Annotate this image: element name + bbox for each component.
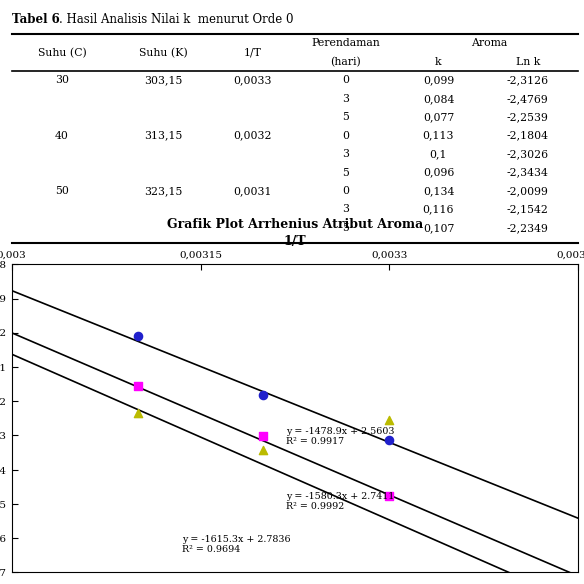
Point: [133, 409, 142, 418]
Text: (hari): (hari): [330, 57, 361, 67]
Text: 30: 30: [55, 75, 69, 85]
Text: 3: 3: [342, 204, 349, 214]
Text: 50: 50: [55, 186, 69, 196]
Text: 0,096: 0,096: [423, 168, 454, 178]
Text: -2,3126: -2,3126: [507, 75, 549, 85]
Point: [259, 432, 268, 441]
Text: -2,2349: -2,2349: [507, 223, 548, 233]
Point: [133, 381, 142, 390]
Text: -2,3434: -2,3434: [507, 168, 548, 178]
Text: -2,3026: -2,3026: [507, 149, 549, 159]
Point: [259, 446, 268, 455]
Text: Perendaman: Perendaman: [311, 39, 380, 48]
Text: 0,113: 0,113: [423, 131, 454, 141]
Point: [385, 415, 394, 425]
Text: 3: 3: [342, 149, 349, 159]
Text: 0,077: 0,077: [423, 112, 454, 122]
Text: 0,134: 0,134: [423, 186, 454, 196]
Text: 0,107: 0,107: [423, 223, 454, 233]
Point: [133, 332, 142, 341]
Title: Grafik Plot Arrhenius Atribut Aroma: Grafik Plot Arrhenius Atribut Aroma: [167, 218, 423, 231]
Text: 3: 3: [342, 94, 349, 104]
Text: 0: 0: [342, 131, 349, 141]
Text: -2,1804: -2,1804: [507, 131, 549, 141]
Text: -2,0099: -2,0099: [507, 186, 548, 196]
Text: 0,0033: 0,0033: [233, 75, 272, 85]
Text: 0,0032: 0,0032: [233, 131, 272, 141]
Text: Suhu (C): Suhu (C): [38, 47, 86, 58]
Point: [385, 435, 394, 444]
Text: Suhu (K): Suhu (K): [138, 47, 187, 58]
Point: [385, 491, 394, 500]
Text: 0,116: 0,116: [423, 204, 454, 214]
Text: 303,15: 303,15: [144, 75, 182, 85]
Text: y = -1478.9x + 2.5603
R² = 0.9917: y = -1478.9x + 2.5603 R² = 0.9917: [286, 427, 395, 446]
Text: 5: 5: [342, 168, 349, 178]
Text: -2,1542: -2,1542: [507, 204, 548, 214]
Text: -2,2539: -2,2539: [507, 112, 548, 122]
X-axis label: 1/T: 1/T: [284, 235, 306, 248]
Text: . Hasil Analisis Nilai k  menurut Orde 0: . Hasil Analisis Nilai k menurut Orde 0: [59, 13, 293, 26]
Text: 0,099: 0,099: [423, 75, 454, 85]
Text: 0: 0: [342, 186, 349, 196]
Text: 323,15: 323,15: [144, 186, 182, 196]
Text: y = -1580.3x + 2.7411
R² = 0.9992: y = -1580.3x + 2.7411 R² = 0.9992: [286, 492, 394, 512]
Text: Tabel 6: Tabel 6: [12, 13, 60, 26]
Text: 5: 5: [342, 112, 349, 122]
Text: 1/T: 1/T: [244, 48, 261, 58]
Text: -2,4769: -2,4769: [507, 94, 548, 104]
Text: 5: 5: [342, 223, 349, 233]
Text: 0,0031: 0,0031: [233, 186, 272, 196]
Text: y = -1615.3x + 2.7836
R² = 0.9694: y = -1615.3x + 2.7836 R² = 0.9694: [182, 535, 290, 554]
Text: 0,084: 0,084: [423, 94, 454, 104]
Text: Ln k: Ln k: [516, 57, 540, 67]
Text: 0: 0: [342, 75, 349, 85]
Text: 40: 40: [55, 131, 69, 141]
Text: Aroma: Aroma: [471, 39, 507, 48]
Text: 313,15: 313,15: [144, 131, 182, 141]
Point: [259, 390, 268, 399]
Text: 0,1: 0,1: [430, 149, 447, 159]
Text: k: k: [435, 57, 442, 67]
